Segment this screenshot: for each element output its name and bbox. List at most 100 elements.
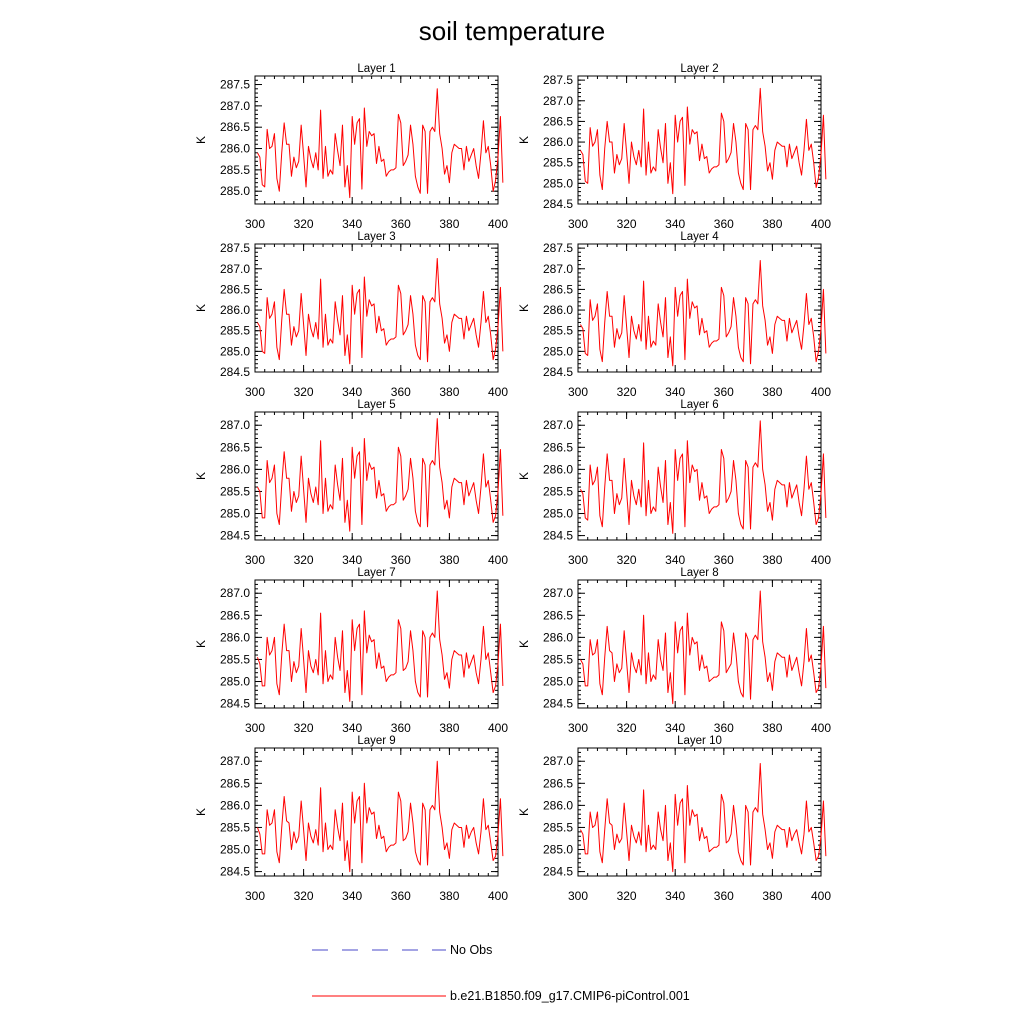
y-axis-label: K [194,808,208,816]
y-tick-label: 285.5 [220,484,250,498]
panel-title: Layer 5 [357,399,395,411]
x-tick-label: 400 [811,721,831,735]
x-minor-ticks [577,580,822,708]
y-tick-label: 285.5 [220,163,250,177]
panel-layer-3: Layer 3 K 284.5 285.0 285.5 286.0 286.5 287.0 28… [194,231,508,399]
x-minor-ticks [254,580,499,708]
x-tick-label: 340 [342,721,362,735]
x-tick-label: 360 [391,385,411,399]
y-tick-label: 285.0 [220,344,250,358]
panel-layer-10: Layer 10 K 284.5 285.0 285.5 286.0 286.5 287.0 3… [517,735,831,903]
x-tick-label: 380 [439,553,459,567]
x-minor-ticks [254,412,499,540]
y-minor-ticks [255,75,498,205]
y-tick-label: 287.0 [220,262,250,276]
y-tick-label: 287.5 [220,78,250,92]
plot-frame [254,75,499,205]
x-tick-label: 340 [342,385,362,399]
x-tick-label: 360 [714,385,734,399]
y-axis-label: K [517,136,531,144]
y-tick-label: 286.0 [220,142,250,156]
x-minor-ticks [577,244,822,372]
x-tick-label: 300 [568,889,588,903]
panel-layer-2: Layer 2 K 284.5 285.0 285.5 286.0 286.5 287.0 28… [517,63,831,231]
plot-frame [577,747,822,877]
y-tick-label: 284.5 [543,365,573,379]
x-tick-label: 400 [488,217,508,231]
x-tick-label: 300 [245,385,265,399]
x-tick-label: 340 [665,385,685,399]
x-tick-label: 360 [391,553,411,567]
series-line-layer-2 [579,87,827,195]
y-tick-label: 285.0 [543,176,573,190]
x-tick-label: 300 [245,217,265,231]
legend-model-label: b.e21.B1850.f09_g17.CMIP6-piControl.001 [450,989,690,1003]
plot-frame [577,579,822,709]
y-tick-label: 287.0 [543,262,573,276]
plot-frame [254,243,499,373]
panel-layer-5: Layer 5 K 284.5 285.0 285.5 286.0 286.5 287.0 30… [194,399,508,567]
panel-layer-4: Layer 4 K 284.5 285.0 285.5 286.0 286.5 287.0 28… [517,231,831,399]
y-tick-label: 285.5 [543,324,573,338]
x-tick-label: 360 [391,217,411,231]
y-tick-label: 286.5 [220,440,250,454]
x-tick-label: 320 [617,889,637,903]
x-tick-label: 320 [294,385,314,399]
x-tick-label: 300 [568,217,588,231]
x-tick-label: 320 [294,217,314,231]
x-tick-label: 400 [811,217,831,231]
panel-title: Layer 2 [680,63,718,75]
y-tick-label: 286.0 [543,630,573,644]
y-tick-label: 286.0 [543,135,573,149]
series-line-layer-10 [579,762,827,873]
y-axis-label: K [517,640,531,648]
panel-title: Layer 8 [680,567,718,579]
y-tick-label: 285.0 [220,843,250,857]
x-tick-label: 380 [439,217,459,231]
y-tick-label: 286.5 [220,120,250,134]
panel-layer-9: Layer 9 K 284.5 285.0 285.5 286.0 286.5 287.0 30… [194,735,508,903]
y-tick-label: 286.0 [543,462,573,476]
x-tick-label: 360 [714,217,734,231]
x-tick-label: 320 [617,385,637,399]
panel-layer-6: Layer 6 K 284.5 285.0 285.5 286.0 286.5 287.0 30… [517,399,831,567]
y-tick-label: 286.5 [543,608,573,622]
plot-frame [577,243,822,373]
series-line-layer-3 [256,257,504,365]
y-tick-label: 285.0 [543,675,573,689]
series-line-layer-9 [256,760,504,873]
x-tick-label: 380 [439,385,459,399]
panel-title: Layer 3 [357,231,395,243]
x-tick-label: 380 [439,721,459,735]
x-tick-label: 400 [488,553,508,567]
plot-frame [577,411,822,541]
y-minor-ticks [578,579,821,709]
x-tick-label: 340 [665,217,685,231]
x-minor-ticks [254,76,499,204]
y-tick-label: 286.5 [543,282,573,296]
panel-title: Layer 10 [677,735,722,747]
y-tick-label: 285.5 [220,652,250,666]
y-tick-label: 286.0 [220,630,250,644]
x-tick-label: 320 [294,553,314,567]
x-tick-label: 380 [439,889,459,903]
y-tick-label: 284.5 [220,697,250,711]
y-tick-label: 285.5 [543,820,573,834]
x-tick-label: 380 [762,889,782,903]
x-tick-label: 320 [617,553,637,567]
x-tick-label: 300 [245,553,265,567]
x-tick-label: 300 [245,721,265,735]
y-tick-label: 287.0 [220,418,250,432]
y-tick-label: 285.5 [220,820,250,834]
y-tick-label: 286.0 [543,798,573,812]
legend: No Obs b.e21.B1850.f09_g17.CMIP6-piContr… [312,943,690,1003]
y-tick-label: 286.0 [220,462,250,476]
y-tick-label: 284.5 [543,697,573,711]
y-tick-label: 287.0 [543,418,573,432]
y-tick-label: 287.0 [543,94,573,108]
y-axis-label: K [194,136,208,144]
x-tick-label: 380 [762,721,782,735]
y-tick-label: 287.0 [220,586,250,600]
y-tick-label: 285.0 [543,507,573,521]
